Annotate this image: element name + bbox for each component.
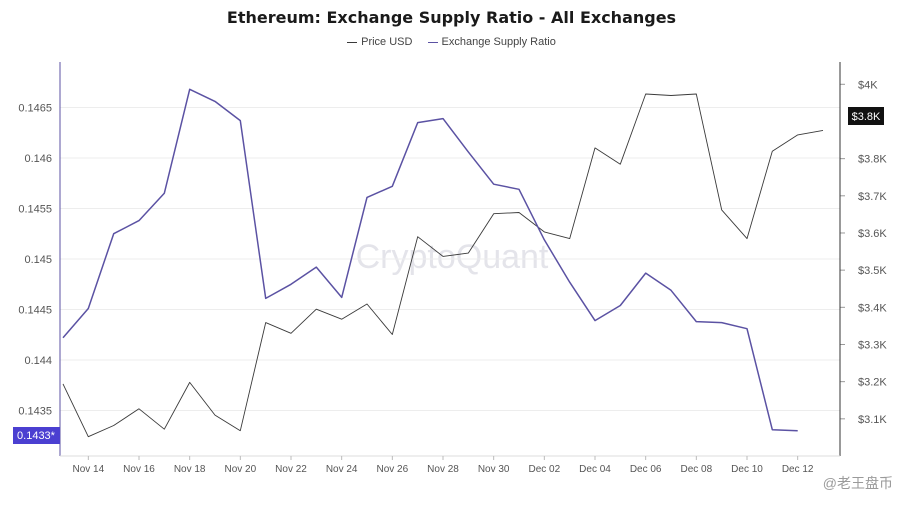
y-right-tick-label: $3.2K	[858, 377, 887, 389]
y-right-tick-label: $3.5K	[858, 265, 887, 277]
x-tick-label: Dec 10	[731, 464, 763, 475]
y-right-tick-label: $3.7K	[858, 191, 887, 203]
chart-title: Ethereum: Exchange Supply Ratio - All Ex…	[226, 8, 677, 27]
x-tick-label: Nov 16	[123, 464, 155, 475]
watermark-text: CryptoQuant	[356, 238, 549, 276]
y-right-tick-label: $3.8K	[858, 154, 887, 166]
corner-watermark: @老王盘币	[823, 475, 893, 491]
y-left-tick-label: 0.1445	[18, 305, 52, 317]
x-tick-label: Dec 04	[579, 464, 611, 475]
legend-label-price: Price USD	[361, 36, 413, 48]
y-right-tick-label: $4K	[858, 79, 878, 91]
x-tick-label: Nov 14	[72, 464, 104, 475]
chart-legend: Price USD Exchange Supply Ratio	[0, 36, 903, 48]
y-left-tick-label: 0.145	[24, 254, 52, 266]
x-tick-label: Nov 18	[174, 464, 206, 475]
x-tick-label: Dec 08	[680, 464, 712, 475]
series-line-price	[62, 93, 824, 438]
y-right-tick-label: $3.4K	[858, 302, 887, 314]
x-tick-label: Nov 28	[427, 464, 459, 475]
legend-swatch-price	[347, 41, 358, 43]
legend-item-ratio[interactable]: Exchange Supply Ratio	[427, 36, 556, 48]
x-tick-label: Dec 02	[528, 464, 560, 475]
legend-item-price[interactable]: Price USD	[347, 36, 412, 48]
legend-label-ratio: Exchange Supply Ratio	[441, 36, 556, 48]
x-tick-label: Nov 20	[224, 464, 256, 475]
y-left-tick-label: 0.144	[24, 355, 52, 367]
y-right-tick-label: $3.6K	[858, 228, 887, 240]
left-value-badge	[13, 427, 60, 444]
y-left-tick-label: 0.1435	[18, 406, 52, 418]
y-right-tick-label: $3.3K	[858, 339, 887, 351]
right-value-badge-text: $3.8K	[852, 111, 881, 123]
series-line-ratio	[62, 88, 798, 432]
y-left-tick-label: 0.1455	[18, 203, 52, 215]
x-tick-label: Dec 12	[782, 464, 814, 475]
y-right-tick-label: $3.1K	[858, 414, 887, 426]
x-tick-label: Nov 24	[326, 464, 358, 475]
x-tick-label: Dec 06	[630, 464, 662, 475]
x-tick-label: Nov 30	[478, 464, 510, 475]
x-tick-label: Nov 22	[275, 464, 307, 475]
y-left-tick-label: 0.146	[24, 153, 52, 165]
right-value-badge	[848, 107, 884, 125]
legend-swatch-ratio	[427, 41, 438, 43]
x-tick-label: Nov 26	[376, 464, 408, 475]
left-value-badge-text: 0.1433*	[17, 430, 56, 442]
y-left-tick-label: 0.1465	[18, 102, 52, 114]
